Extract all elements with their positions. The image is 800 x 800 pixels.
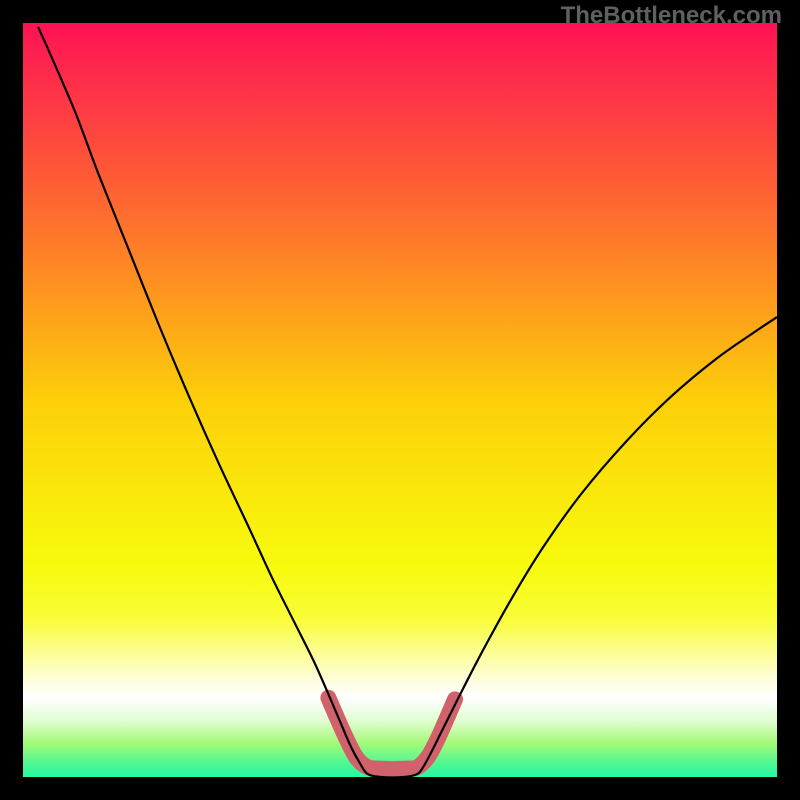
watermark-text: TheBottleneck.com [561,2,782,30]
plot-area-rect [23,23,777,777]
bottleneck-chart: TheBottleneck.com [0,0,800,800]
chart-svg [0,0,800,800]
